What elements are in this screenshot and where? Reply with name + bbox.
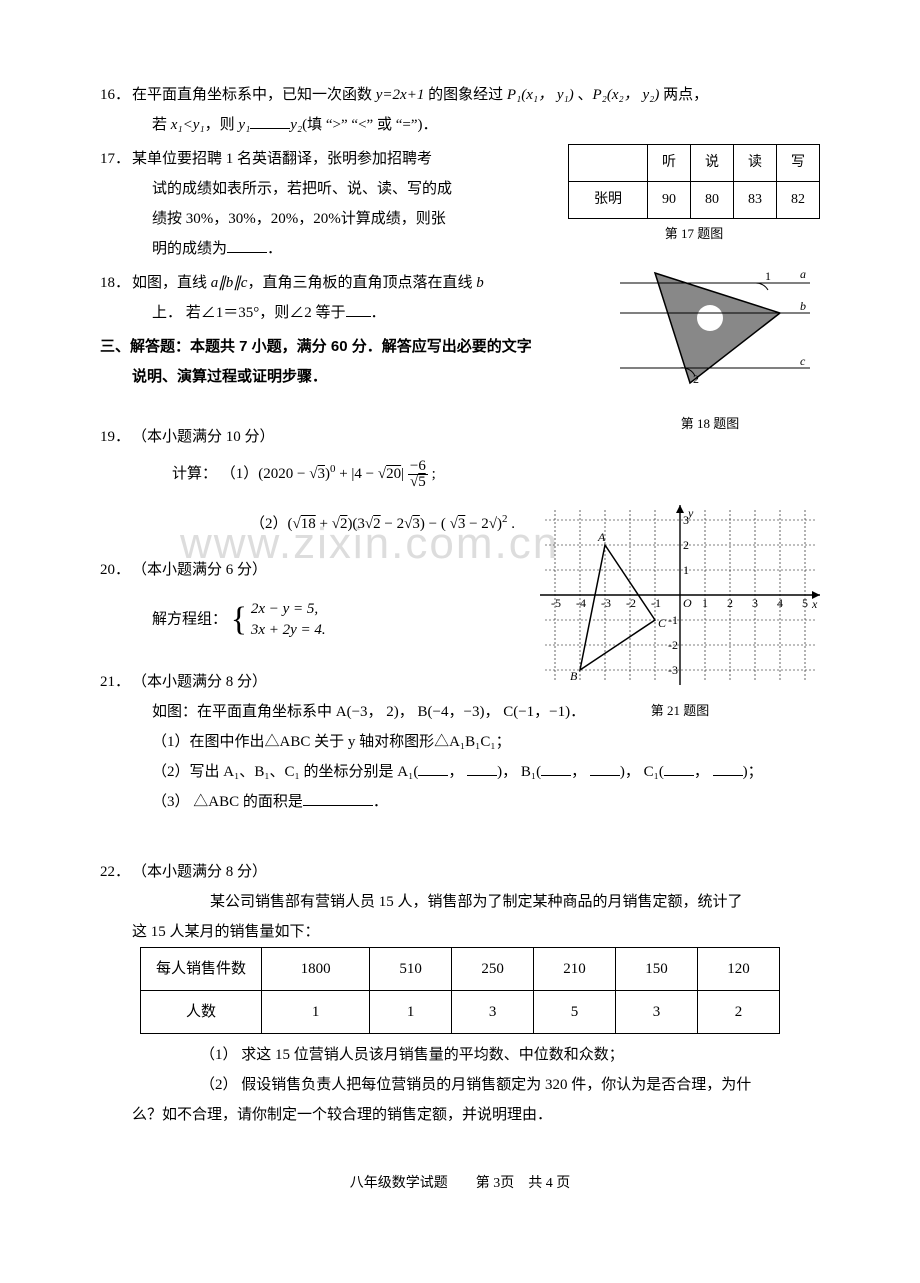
q22-l1: 某公司销售部有营销人员 15 人，销售部为了制定某种商品的月销售定额，统计了 (100, 887, 820, 917)
q17-caption: 第 17 题图 (568, 221, 820, 247)
q21-l4: （3） △ABC 的面积是． (100, 787, 820, 817)
q22-l3: （1） 求这 15 位营销人员该月销售量的平均数、中位数和众数； (100, 1040, 820, 1070)
q16-text: 在平面直角坐标系中，已知一次函数 y=2x+1 的图象经过 P₁(x₁， y₁)… (132, 87, 708, 103)
svg-text:-3: -3 (601, 596, 611, 610)
q19-title: （本小题满分 10 分） (132, 429, 275, 445)
q21-l1: 如图：在平面直角坐标系中 A(−3， 2)， B(−4，−3)， C(−1，−1… (100, 697, 820, 727)
q16-num: 16． (100, 80, 132, 110)
page-footer: 八年级数学试题 第 3页 共 4 页 (100, 1170, 820, 1198)
svg-text:O: O (683, 596, 692, 610)
q22-table: 每人销售件数 1800510 250210 150120 人数 11 35 32 (140, 947, 780, 1034)
svg-text:3: 3 (752, 596, 758, 610)
question-18: 18．如图，直线 a∥b∥c，直角三角板的直角顶点落在直线 b 上． 若∠1＝3… (100, 268, 820, 418)
question-22: 22．（本小题满分 8 分） 某公司销售部有营销人员 15 人，销售部为了制定某… (100, 857, 820, 1130)
q22-title: （本小题满分 8 分） (132, 864, 267, 880)
q20-title: （本小题满分 6 分） (132, 562, 267, 578)
q21-l3: （2）写出 A₁、B₁、C₁ 的坐标分别是 A₁(， )， B₁(， )， C₁… (100, 757, 820, 787)
q21-title: （本小题满分 8 分） (132, 674, 267, 690)
q20-num: 20． (100, 555, 132, 585)
svg-text:2: 2 (727, 596, 733, 610)
q17-num: 17． (100, 144, 132, 174)
svg-text:b: b (800, 299, 806, 313)
q18-figure: a b c 1 2 第 18 题图 (600, 258, 820, 437)
q17-l3: 绩按 30%，30%，20%，20%计算成绩，则张 (100, 204, 480, 234)
svg-text:2: 2 (693, 372, 699, 386)
svg-text:-1: -1 (651, 596, 661, 610)
svg-text:3: 3 (683, 513, 689, 527)
question-16: 16．在平面直角坐标系中，已知一次函数 y=2x+1 的图象经过 P₁(x₁， … (100, 80, 820, 140)
q18-l1: 如图，直线 a∥b∥c，直角三角板的直角顶点落在直线 b (132, 275, 484, 291)
svg-text:5: 5 (802, 596, 808, 610)
svg-text:A: A (597, 530, 606, 544)
q22-l4: （2） 假设销售负责人把每位营销员的月销售额定为 320 件，你认为是否合理，为… (100, 1070, 820, 1100)
q17-l1: 某单位要招聘 1 名英语翻译，张明参加招聘考 (132, 151, 432, 167)
question-21: 21．（本小题满分 8 分） 如图：在平面直角坐标系中 A(−3， 2)， B(… (100, 667, 820, 817)
svg-text:1: 1 (702, 596, 708, 610)
triangle-figure: a b c 1 2 (600, 258, 820, 398)
q17-l4: 明的成绩为． (100, 234, 480, 264)
section-3-heading-2: 说明、演算过程或证明步骤． (100, 362, 570, 392)
svg-text:x: x (811, 597, 818, 611)
svg-text:4: 4 (777, 596, 783, 610)
svg-text:a: a (800, 267, 806, 281)
svg-text:C: C (658, 616, 667, 630)
q19-expr1: 计算： （1）(2020 − √3)0 + |4 − √20| −6√5 ; (100, 458, 820, 490)
q20-system: 解方程组： { 2x − y = 5, 3x + 2y = 4. (100, 599, 520, 641)
svg-text:2: 2 (683, 538, 689, 552)
q22-l2: 这 15 人某月的销售量如下： (100, 917, 820, 947)
q16-line2: 若 x₁<y₁，则 y₁y₂(填 “>” “<” 或 “=”)． (100, 110, 820, 140)
section-3-heading: 三、解答题：本题共 7 小题，满分 60 分．解答应写出必要的文字 (100, 332, 570, 362)
q21-num: 21． (100, 667, 132, 697)
svg-text:-2: -2 (626, 596, 636, 610)
svg-text:-1: -1 (668, 613, 678, 627)
svg-text:1: 1 (765, 269, 771, 283)
question-20: 20．（本小题满分 6 分） 解方程组： { 2x − y = 5, 3x + … (100, 555, 820, 655)
svg-text:1: 1 (683, 563, 689, 577)
q18-l2: 上． 若∠1＝35°，则∠2 等于． (100, 298, 570, 328)
q18-num: 18． (100, 268, 132, 298)
q17-l2: 试的成绩如表所示，若把听、说、读、写的成 (100, 174, 480, 204)
svg-text:c: c (800, 354, 806, 368)
q21-l2: （1）在图中作出△ABC 关于 y 轴对称图形△A₁B₁C₁； (100, 727, 820, 757)
svg-text:-2: -2 (668, 638, 678, 652)
q19-num: 19． (100, 422, 132, 452)
q22-num: 22． (100, 857, 132, 887)
q17-table-wrap: 听 说 读 写 张明 90 80 83 82 第 17 题图 (568, 144, 820, 247)
question-17: 17．某单位要招聘 1 名英语翻译，张明参加招聘考 试的成绩如表所示，若把听、说… (100, 144, 820, 264)
q17-table: 听 说 读 写 张明 90 80 83 82 (568, 144, 820, 219)
q22-l5: 么？如不合理，请你制定一个较合理的销售定额，并说明理由． (100, 1100, 820, 1130)
svg-text:-5: -5 (551, 596, 561, 610)
svg-text:-4: -4 (576, 596, 586, 610)
